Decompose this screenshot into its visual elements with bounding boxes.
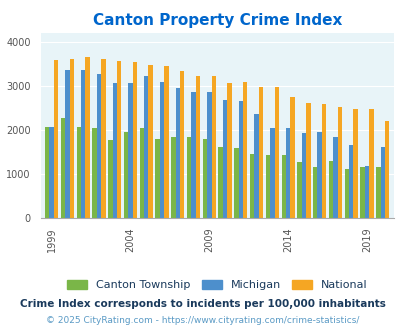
Bar (202, 140, 207, 218)
Bar (258, 87, 262, 218)
Bar (61, 118, 65, 218)
Bar (139, 128, 144, 218)
Bar (92, 128, 96, 218)
Bar (285, 128, 290, 218)
Bar (254, 115, 258, 218)
Bar (243, 82, 247, 218)
Bar (54, 60, 58, 218)
Bar (379, 148, 384, 218)
Bar (112, 83, 117, 218)
Bar (227, 83, 231, 218)
Bar (218, 148, 222, 218)
Bar (148, 65, 153, 218)
Bar (186, 137, 191, 218)
Bar (317, 132, 321, 218)
Title: Canton Property Crime Index: Canton Property Crime Index (92, 13, 341, 28)
Bar (348, 145, 353, 218)
Bar (281, 155, 285, 218)
Bar (179, 71, 184, 218)
Bar (81, 70, 85, 218)
Bar (144, 76, 148, 218)
Bar (290, 97, 294, 218)
Bar (117, 61, 121, 218)
Bar (128, 83, 132, 218)
Bar (368, 109, 373, 218)
Bar (211, 76, 215, 218)
Bar (375, 167, 379, 218)
Bar (274, 87, 278, 218)
Bar (384, 121, 388, 218)
Bar (328, 161, 333, 218)
Bar (360, 167, 364, 218)
Bar (101, 58, 105, 218)
Bar (45, 127, 49, 218)
Bar (124, 132, 128, 218)
Bar (265, 155, 270, 218)
Bar (155, 140, 160, 218)
Bar (222, 100, 227, 218)
Bar (191, 91, 195, 218)
Bar (171, 137, 175, 218)
Text: Crime Index corresponds to incidents per 100,000 inhabitants: Crime Index corresponds to incidents per… (20, 299, 385, 309)
Bar (65, 70, 69, 218)
Bar (312, 167, 317, 218)
Bar (364, 166, 368, 218)
Bar (108, 140, 112, 218)
Bar (49, 127, 54, 218)
Bar (175, 87, 179, 218)
Bar (132, 62, 137, 218)
Bar (195, 76, 200, 218)
Bar (85, 57, 90, 218)
Bar (344, 169, 348, 218)
Bar (301, 133, 305, 218)
Bar (270, 128, 274, 218)
Bar (77, 127, 81, 218)
Bar (333, 137, 337, 218)
Bar (296, 162, 301, 218)
Bar (164, 66, 168, 218)
Text: © 2025 CityRating.com - https://www.cityrating.com/crime-statistics/: © 2025 CityRating.com - https://www.city… (46, 316, 359, 325)
Bar (238, 101, 243, 218)
Bar (321, 104, 326, 218)
Bar (234, 148, 238, 218)
Bar (69, 59, 74, 218)
Bar (207, 91, 211, 218)
Bar (305, 103, 310, 218)
Bar (337, 107, 341, 218)
Bar (353, 109, 357, 218)
Bar (160, 82, 164, 218)
Bar (249, 154, 254, 218)
Legend: Canton Township, Michigan, National: Canton Township, Michigan, National (62, 275, 371, 295)
Bar (96, 74, 101, 218)
